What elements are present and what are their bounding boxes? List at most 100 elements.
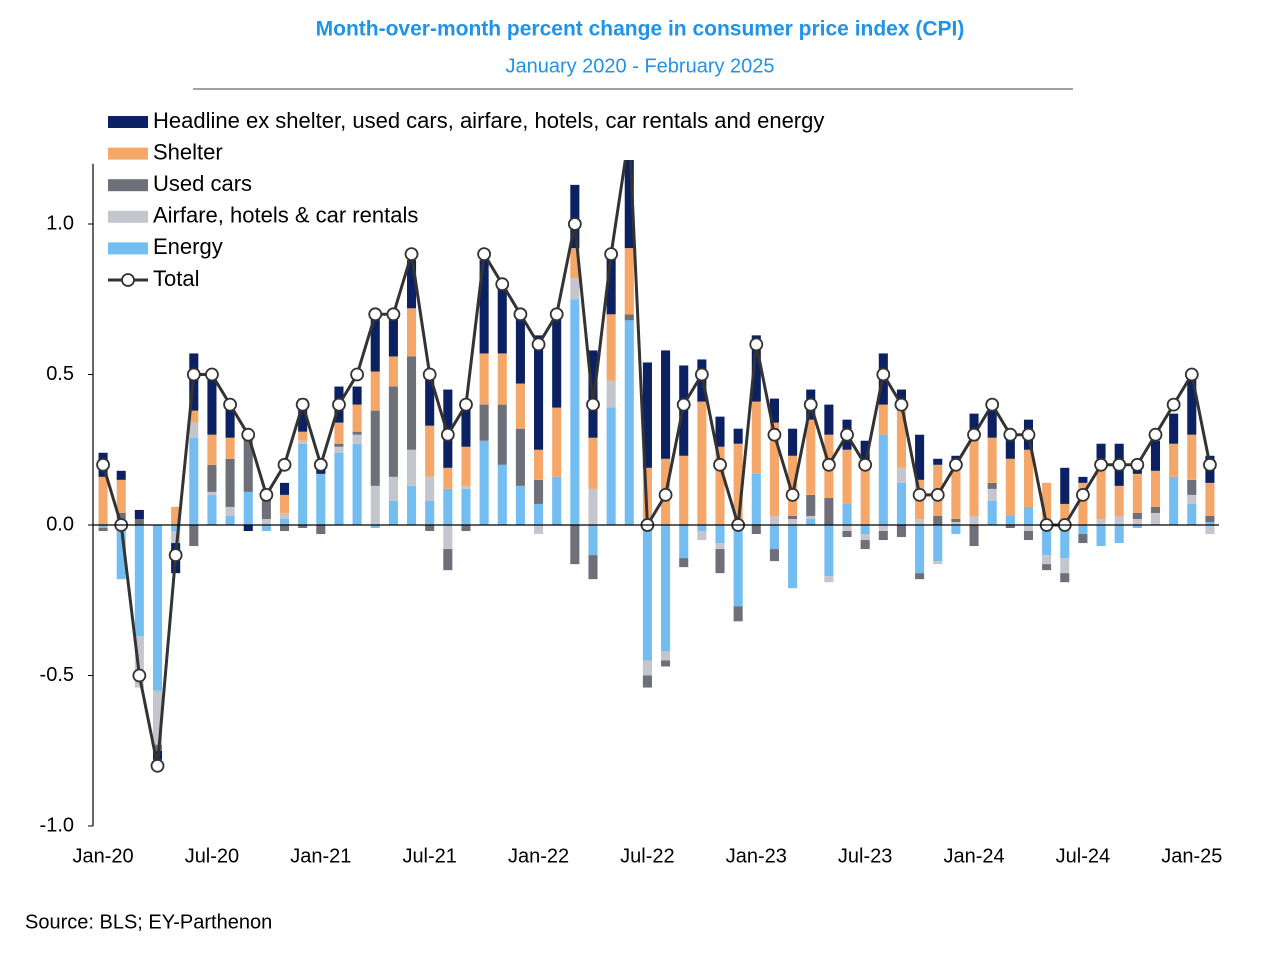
bar-segment: [933, 458, 943, 465]
legend-swatch: [108, 179, 148, 192]
bar-segment: [243, 491, 253, 525]
bar-segment: [588, 437, 598, 489]
bar-segment: [1005, 458, 1015, 516]
total-marker: [948, 457, 963, 472]
bar-segment: [189, 437, 199, 525]
bar-segment: [552, 407, 562, 477]
bar-segment: [479, 353, 489, 405]
bar-segment: [1096, 525, 1106, 547]
bar-segment: [715, 543, 725, 550]
bar-segment: [316, 525, 326, 535]
bar-segment: [806, 515, 816, 519]
total-marker: [1112, 457, 1127, 472]
bar-segment: [116, 525, 126, 580]
bar-segment: [207, 434, 217, 465]
total-marker: [513, 307, 528, 322]
bar-segment: [1060, 467, 1070, 504]
chart-title: Month-over-month percent change in consu…: [316, 18, 965, 41]
legend-label: Total: [153, 266, 199, 291]
bar-segment: [624, 314, 634, 321]
bar-segment: [788, 428, 798, 456]
bar-segment: [298, 398, 308, 432]
bar-segment: [1096, 458, 1106, 519]
total-marker: [459, 397, 473, 412]
total-marker: [1076, 487, 1090, 502]
total-marker: [259, 487, 274, 502]
bar-segment: [969, 440, 979, 516]
bar-segment: [697, 401, 707, 525]
bar-segment: [334, 452, 344, 525]
total-marker: [858, 457, 873, 472]
bar-segment: [1169, 413, 1179, 444]
bar-segment: [733, 525, 743, 607]
total-marker: [749, 337, 764, 352]
total-line: [101, 160, 1212, 768]
bar-segment: [661, 525, 671, 652]
bar-segment: [751, 335, 761, 402]
bar-segment: [134, 636, 144, 688]
bar-segment: [661, 660, 671, 667]
x-tick-label: Jan-20: [72, 845, 133, 867]
legend-label: Energy: [153, 234, 223, 259]
bar-segment: [715, 416, 725, 447]
bar-segment: [1078, 534, 1088, 544]
bar-segment: [388, 500, 398, 525]
bar-segment: [987, 482, 997, 489]
bar-segment: [878, 434, 888, 525]
bar-segment: [715, 525, 725, 544]
bar-segment: [189, 525, 199, 547]
bar-segment: [642, 362, 652, 468]
bar-segment: [225, 506, 235, 516]
bar-segment: [497, 464, 507, 525]
bar-segment: [769, 422, 779, 516]
total-marker: [477, 247, 492, 262]
bar-segment: [225, 458, 235, 507]
legend-label: Airfare, hotels & car rentals: [153, 203, 418, 228]
bar-segment: [534, 525, 544, 535]
bar-segment: [570, 525, 580, 565]
bar-segment: [896, 467, 906, 483]
bar-segment: [1078, 525, 1088, 535]
bar-segment: [443, 488, 453, 525]
bar-segment: [1042, 525, 1052, 556]
x-tick-label: Jul-24: [1056, 845, 1110, 867]
bar-segment: [497, 353, 507, 405]
bar-segment: [1132, 518, 1142, 525]
bar-segment: [588, 555, 598, 580]
bar-segment: [1205, 482, 1215, 516]
bar-segment: [1205, 525, 1215, 535]
bar-segment: [915, 573, 925, 580]
legend-swatch: [108, 116, 148, 128]
total-marker: [295, 397, 310, 412]
bar-segment: [1096, 443, 1106, 459]
x-tick-label: Jul-20: [185, 845, 239, 867]
bar-segment: [987, 437, 997, 483]
bar-segment: [1150, 470, 1161, 507]
bar-segment: [860, 534, 870, 541]
bar-segment: [806, 494, 816, 516]
bar-segment: [370, 410, 380, 486]
bar-segment: [534, 449, 544, 480]
source-note: Source: BLS; EY-Parthenon: [25, 911, 272, 933]
bar-segment: [134, 509, 144, 519]
bar-segment: [1132, 512, 1142, 519]
bar-segment: [479, 440, 489, 525]
total-marker: [658, 487, 673, 502]
bar-segment: [1132, 525, 1142, 529]
bar-segment: [842, 531, 852, 538]
bar-segment: [1078, 482, 1088, 525]
chart-subtitle: January 2020 - February 2025: [505, 55, 774, 77]
bar-segment: [1187, 479, 1197, 495]
bar-segment: [733, 428, 743, 444]
bar-segment: [134, 525, 144, 637]
y-tick-label: 0.0: [46, 513, 74, 535]
bar-segment: [915, 434, 925, 480]
bar-segment: [407, 449, 417, 486]
total-marker: [894, 397, 909, 412]
bar-segment: [207, 377, 217, 435]
bar-segment: [788, 518, 798, 525]
total-marker: [1021, 427, 1036, 442]
bar-segment: [207, 491, 217, 495]
bar-segment: [606, 254, 616, 315]
bar-segment: [933, 561, 943, 565]
